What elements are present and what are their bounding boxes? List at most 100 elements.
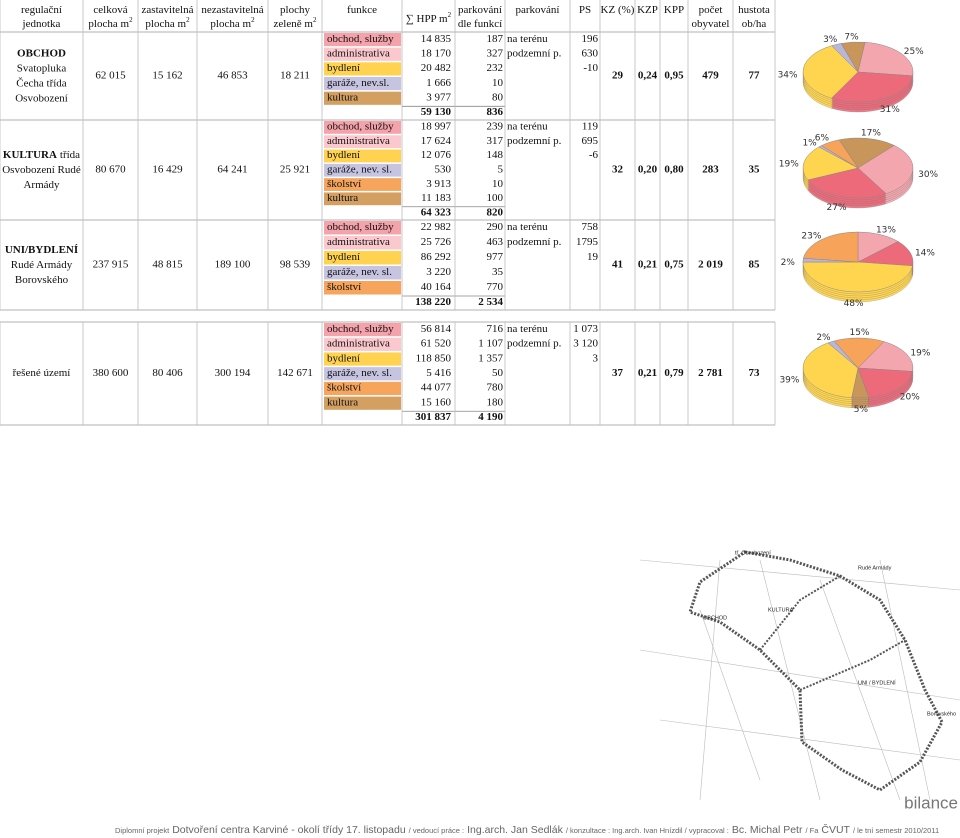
street [699, 559, 721, 801]
hpp-value: 5 416 [426, 367, 451, 379]
zone-name-part: třída [60, 149, 80, 161]
function-cell [324, 163, 401, 177]
header-sup: 2 [448, 11, 452, 19]
pie-label: 19% [779, 159, 799, 169]
ps-value: 3 [593, 352, 599, 364]
function-name: obchod, služby [327, 221, 394, 233]
header-cell: celková [93, 4, 127, 16]
pie-label: 31% [880, 105, 900, 115]
indicator: 32 [612, 164, 624, 176]
ps-value: 19 [587, 251, 599, 263]
function-cell [324, 62, 401, 76]
function-name: kultura [327, 396, 358, 408]
header-text: ∑ HPP m [406, 13, 448, 25]
pie-slice [857, 367, 913, 398]
function-name: garáže, nev. sl. [327, 164, 392, 176]
pie-label: 6% [815, 134, 830, 144]
zone-name: OBCHOD [17, 47, 66, 59]
indicator: 0,75 [664, 259, 684, 271]
zone-name: KULTURA třída [3, 149, 80, 161]
function-name: kultura [327, 192, 358, 204]
indicator: 2 781 [698, 367, 723, 379]
parking-value: 50 [492, 367, 504, 379]
area-value: 189 100 [215, 259, 251, 271]
hpp-value: 3 913 [426, 178, 451, 190]
parking-value: 770 [487, 281, 504, 293]
ps-value: 119 [582, 121, 599, 133]
pie-label: 2% [816, 333, 831, 343]
parking-type: na terénu [507, 33, 548, 45]
header-cell: jednotka [22, 18, 61, 30]
function-cell [324, 33, 401, 47]
header-sup: 2 [186, 16, 190, 24]
header-text: počet [699, 4, 723, 16]
hpp-value: 12 076 [421, 149, 452, 161]
zone-name: řešené území [13, 367, 71, 379]
pie-label: 23% [801, 232, 821, 242]
total-hpp: 64 323 [421, 206, 452, 218]
function-name: administrativa [327, 338, 390, 350]
hpp-value: 18 997 [421, 121, 452, 133]
zone-name: Čecha třída [16, 77, 67, 89]
zone-name-part: Svatopluka [17, 62, 67, 74]
function-cell [324, 192, 401, 206]
parking-value: 232 [487, 62, 504, 74]
header-text: jednotka [22, 18, 61, 30]
function-name: obchod, služby [327, 323, 394, 335]
footer-part: Dotvoření centra Karviné - okolí třídy 1… [172, 824, 406, 836]
area-value: 237 915 [93, 259, 129, 271]
indicator: 29 [612, 70, 624, 82]
zone-name-part: Rudé Armády [11, 259, 73, 271]
function-cell [324, 47, 401, 61]
ps-value: 196 [582, 33, 599, 45]
function-cell [324, 381, 401, 396]
ps-value: -6 [589, 149, 599, 161]
function-name: bydlení [327, 352, 360, 364]
ps-value: 3 120 [573, 338, 598, 350]
indicator: 0,21 [638, 259, 657, 271]
parking-value: 180 [487, 396, 504, 408]
function-cell [324, 178, 401, 191]
function-cell [324, 221, 401, 235]
zone-divider [759, 575, 906, 691]
zone-name: Osvobození Rudé [2, 164, 81, 176]
header-text: nezastavitelná [201, 4, 263, 16]
pie-slice [857, 41, 914, 77]
total-parking: 820 [487, 206, 504, 218]
pie-label: 20% [900, 393, 920, 403]
street [759, 559, 821, 801]
pie-label: 30% [918, 170, 938, 180]
ps-value: 630 [582, 48, 599, 60]
parking-value: 80 [492, 92, 504, 104]
parking-value: 463 [487, 236, 504, 248]
header-cell: KPP [664, 4, 684, 16]
zone-name-part: Čecha třída [16, 77, 67, 89]
area-value: 25 921 [280, 164, 310, 176]
pie-label: 3% [823, 35, 838, 45]
hpp-value: 22 982 [421, 221, 451, 233]
pie-label: 13% [876, 225, 896, 235]
ps-value: 1795 [576, 236, 599, 248]
parking-type: podzemní p. [507, 236, 562, 248]
footer-part: Ing.arch. Jan Sedlák [467, 824, 563, 836]
header-cell: parkování [516, 4, 560, 16]
header-cell: ∑ HPP m2 [406, 11, 452, 25]
pie-slice [802, 146, 859, 181]
zone-name-part: Armády [23, 179, 60, 191]
map-label: KULTURA [768, 607, 794, 613]
zone-name: Rudé Armády [11, 259, 73, 271]
parking-type: na terénu [507, 221, 548, 233]
hpp-value: 86 292 [421, 251, 451, 263]
zone-name-part: Osvobození [15, 92, 68, 104]
area-value: 142 671 [277, 367, 313, 379]
function-name: garáže, nev. sl. [327, 266, 392, 278]
function-cell [324, 135, 401, 149]
zone-name-part: KULTURA [3, 149, 57, 161]
pie-label: 5% [854, 405, 869, 415]
header-cell: obyvatel [692, 18, 730, 30]
function-cell [324, 91, 401, 105]
section-label: bilance [904, 793, 958, 812]
hpp-value: 18 170 [421, 48, 452, 60]
pie-slice [857, 341, 914, 372]
pie-slice [803, 231, 859, 263]
